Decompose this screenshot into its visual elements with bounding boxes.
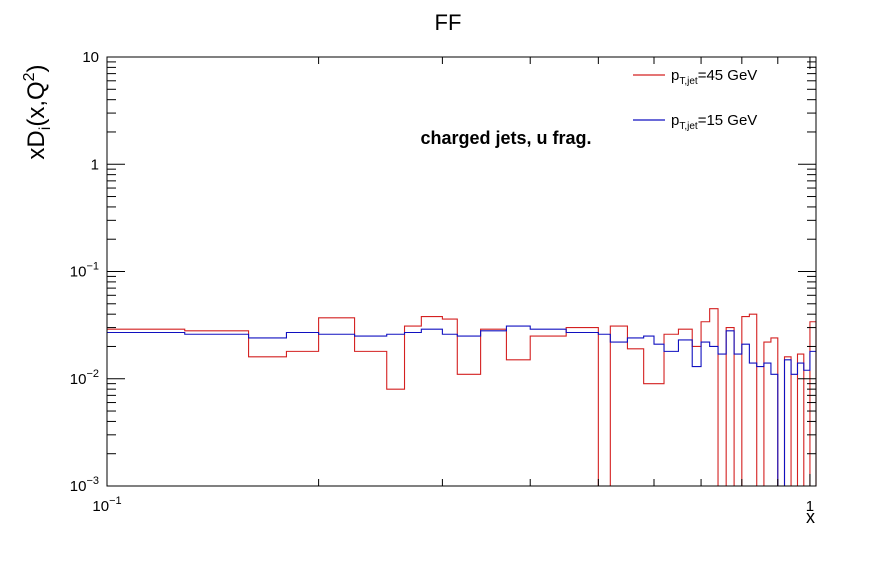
legend-entry-1: pT,jet=45 GeV [633, 67, 757, 87]
tick-layer: 10−3 10−2 10−1 1 10 10−1 1 [70, 49, 816, 515]
y-tick-label: 10−2 [70, 368, 99, 388]
series-2 [107, 325, 816, 487]
legend-label: pT,jet=45 GeV [671, 67, 757, 87]
legend: pT,jet=45 GeV pT,jet=15 GeV [633, 67, 757, 132]
x-tick-label: 1 [806, 498, 814, 515]
x-axis-title: x [806, 507, 815, 527]
legend-label: pT,jet=15 GeV [671, 112, 757, 132]
x-axis-label: x [806, 507, 815, 527]
legend-entry-2: pT,jet=15 GeV [633, 112, 757, 132]
chart-title: FF [435, 10, 462, 35]
series-1 [107, 308, 817, 487]
chart-annotation: charged jets, u frag. [420, 128, 591, 148]
y-tick-label: 10−1 [70, 261, 99, 281]
series-2-line [107, 325, 816, 487]
y-tick-label: 1 [91, 156, 99, 173]
series-layer [107, 308, 817, 487]
y-axis-label: xDi(x,Q2) [21, 64, 54, 159]
plot-area: 10−3 10−2 10−1 1 10 10−1 1 [70, 49, 817, 515]
series-1-line [107, 308, 817, 487]
x-tick-label: 10−1 [92, 495, 121, 515]
y-tick-label: 10−3 [70, 475, 99, 495]
y-tick-label: 10 [82, 49, 99, 66]
y-axis-title: xDi(x,Q2) [21, 64, 54, 159]
